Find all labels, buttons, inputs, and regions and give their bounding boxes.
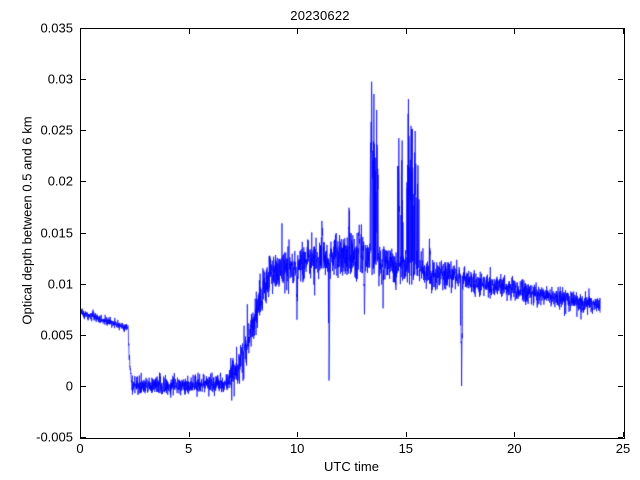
y-tick-label: 0.005 <box>40 327 73 343</box>
x-tick-label: 15 <box>398 441 414 456</box>
y-tick-label: -0.005 <box>36 429 73 445</box>
y-tick-label: 0.01 <box>47 276 73 292</box>
x-tick-label: 25 <box>615 441 631 456</box>
x-axis-label: UTC time <box>324 459 379 474</box>
x-tick-label: 10 <box>289 441 305 456</box>
y-tick-label: 0 <box>65 378 73 394</box>
y-axis-label: Optical depth between 0.5 and 6 km <box>19 116 35 325</box>
y-tick-label: 0.015 <box>40 225 73 240</box>
chart-plot-area <box>81 29 624 438</box>
x-tick-label: 5 <box>184 441 193 456</box>
y-tick-label: 0.025 <box>40 122 73 138</box>
x-tick-label: 20 <box>507 441 522 456</box>
y-tick-label: 0.03 <box>47 71 73 87</box>
y-tick-label: 0.02 <box>47 173 73 189</box>
page-title: 20230622 <box>290 8 350 23</box>
x-tick-label: 0 <box>76 441 84 456</box>
